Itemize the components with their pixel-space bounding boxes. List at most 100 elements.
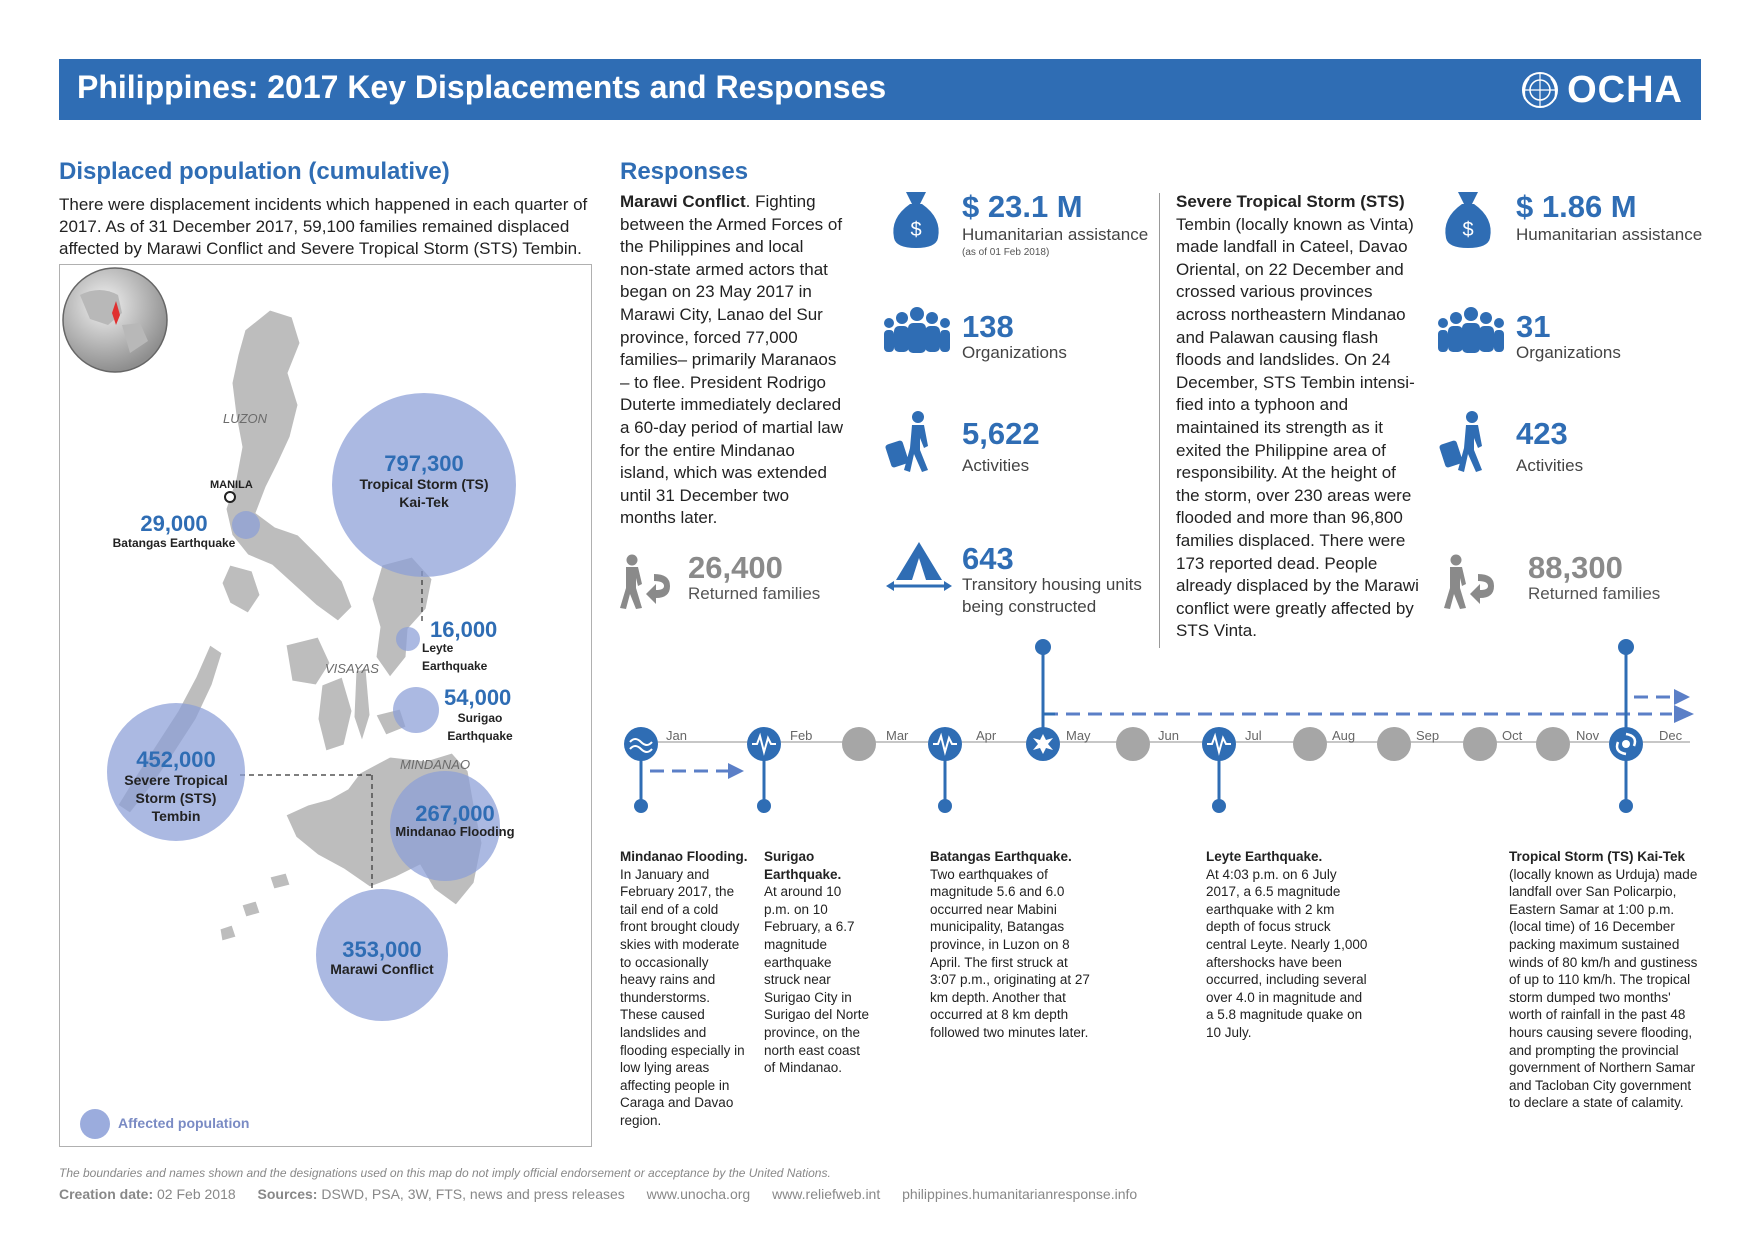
bubble-marawi [316, 889, 448, 1021]
event-line: government of Northern Samar [1509, 1060, 1696, 1076]
event-line: province, in Luzon on 8 [930, 936, 1070, 952]
tembin-line: responsibility. At the height of [1176, 463, 1396, 483]
event-title: Surigao [764, 849, 815, 864]
event-line: landslides and [620, 1024, 707, 1040]
event-line: packing maximum sustained [1509, 936, 1680, 952]
event-line: At 4:03 p.m. on 6 July [1206, 866, 1337, 882]
event-line: affecting people in [620, 1077, 730, 1093]
bubble-label-kai-tek: Tropical Storm (TS) Kai-Tek [359, 476, 489, 510]
philippines-map: LUZON VISAYAS MINDANAO MANILA 797,300 Tr… [59, 264, 592, 1147]
tembin-line: the storm, over 230 areas were [1176, 485, 1412, 505]
event-line: February, a 6.7 [764, 919, 855, 935]
activities-traveler-icon [885, 411, 928, 472]
bubble-value-marawi: 353,000 [342, 937, 422, 962]
tembin-organizations-label: Organizations [1516, 343, 1621, 362]
event-line: magnitude [764, 936, 828, 952]
event-title: Mindanao Flooding. [620, 849, 748, 864]
event-line: (locally known as Urduja) made [1509, 866, 1698, 882]
marawi-returned-label: Returned families [688, 584, 821, 603]
bubble-value-kai-tek: 797,300 [384, 451, 464, 476]
tembin-line: December, STS Tembin intensi- [1176, 372, 1415, 392]
displaced-intro: There were displacement incidents which … [59, 195, 588, 258]
month-may: May [1066, 728, 1091, 743]
tembin-line: floods and landslides. On 24 [1176, 350, 1391, 370]
marawi-line: for the entire Mindanao [620, 440, 795, 460]
event-line: p.m. on 10 [764, 901, 828, 917]
arrow-head-icon [1674, 705, 1694, 723]
event-line: of up to 110 km/h. The tropical [1509, 972, 1691, 988]
tembin-funding-value: $ 1.86 M [1516, 189, 1637, 224]
event-line: magnitude 5.6 and 6.0 [930, 884, 1065, 900]
tembin-title: Severe Tropical Storm (STS) [1176, 192, 1405, 211]
tembin-line: made landfall in Cateel, Davao [1176, 237, 1408, 257]
bubble-mindanao-flooding [390, 771, 500, 881]
event-line: Caraga and Davao [620, 1095, 734, 1111]
returned-families-icon [1444, 554, 1494, 609]
page-title: Philippines: 2017 Key Displacements and … [77, 69, 887, 105]
event-line: 2017, a 6.5 magnitude [1206, 884, 1341, 900]
event-line: winds of 80 km/h and gustiness [1509, 954, 1698, 970]
marawi-organizations-value: 138 [962, 309, 1014, 344]
region-label-visayas: VISAYAS [325, 661, 379, 676]
bubble-value-surigao: 54,000 [444, 685, 512, 710]
event-line: a 5.8 magnitude quake on [1206, 1007, 1363, 1023]
bubble-value-batangas: 29,000 [140, 511, 208, 536]
link-reliefweb[interactable]: www.reliefweb.int [772, 1186, 881, 1202]
event-surigao-earthquake: Surigao Earthquake. At around 10 p.m. on… [764, 848, 876, 1077]
marawi-housing-label-2: being constructed [962, 597, 1097, 616]
ocha-wordmark: OCHA [1567, 68, 1683, 111]
link-unocha[interactable]: www.unocha.org [646, 1186, 751, 1202]
event-line: landfall over San Policarpio, [1509, 884, 1677, 900]
marawi-line: the Philippines and local [620, 237, 804, 257]
event-line: storm dumped two months' [1509, 989, 1671, 1005]
event-title: Earthquake. [764, 866, 842, 882]
event-line: Two earthquakes of [930, 866, 1048, 882]
marawi-returned-value: 26,400 [688, 550, 783, 585]
month-jun: Jun [1158, 728, 1179, 743]
event-line: km depth. Another that [930, 989, 1066, 1005]
event-line: occurred near Mabini [930, 901, 1057, 917]
displaced-heading: Displaced population (cumulative) [59, 158, 450, 185]
event-line: (local time) of 16 December [1509, 919, 1675, 935]
tembin-line: 173 reported dead. People [1176, 553, 1378, 573]
event-line: Surigao City in [764, 989, 852, 1005]
responses-divider [1159, 193, 1160, 648]
sources-label: Sources: [257, 1186, 318, 1202]
bubble-label-leyte: Leyte Earthquake [422, 641, 488, 673]
bubble-kai-tek [332, 393, 516, 577]
marawi-line: between the Armed Forces of [620, 214, 843, 234]
month-nov: Nov [1576, 728, 1600, 743]
event-line: over 4.0 in magnitude and [1206, 989, 1363, 1005]
disclaimer: The boundaries and names shown and the d… [59, 1166, 831, 1180]
event-line: municipality, Batangas [930, 919, 1065, 935]
capital-star-icon [224, 491, 236, 503]
event-line: struck near [764, 972, 831, 988]
event-line: In January and [620, 866, 710, 882]
event-title: Tropical Storm (TS) Kai-Tek [1509, 849, 1686, 864]
tembin-funding-label: Humanitarian assistance [1516, 225, 1703, 244]
bubble-value-leyte: 16,000 [430, 617, 498, 642]
un-emblem-icon [1522, 72, 1559, 108]
bubble-label-mindanao-flooding: Mindanao Flooding [395, 824, 515, 839]
event-line: of Mindanao. [764, 1060, 843, 1076]
region-label-mindanao: MINDANAO [400, 757, 471, 772]
tembin-line: STS Vinta. [1176, 621, 1257, 641]
tembin-returned-label: Returned families [1528, 584, 1661, 603]
month-apr: Apr [976, 728, 997, 743]
header-banner: Philippines: 2017 Key Displacements and … [59, 59, 1701, 120]
event-line: 3:07 p.m., originating at 27 [930, 972, 1090, 988]
month-oct: Oct [1502, 728, 1523, 743]
marawi-funding-label: Humanitarian assistance [962, 225, 1149, 244]
activities-traveler-icon [1439, 411, 1482, 472]
tembin-line: fied into a typhoon and [1176, 395, 1349, 415]
earthquake-icon [933, 732, 957, 756]
event-line: province, on the [764, 1024, 861, 1040]
marawi-organizations-label: Organizations [962, 343, 1067, 362]
marawi-line: – to flee. President Rodrigo [620, 372, 827, 392]
event-line: earthquake [764, 954, 832, 970]
event-batangas-earthquake: Batangas Earthquake. Two earthquakes of … [930, 848, 1100, 1042]
footer: Creation date: 02 Feb 2018 Sources: DSWD… [59, 1186, 1155, 1202]
tembin-description: Severe Tropical Storm (STS) Tembin (loca… [1176, 191, 1426, 643]
sources-value: DSWD, PSA, 3W, FTS, news and press relea… [321, 1186, 625, 1202]
link-humanitarianresponse[interactable]: philippines.humanitarianresponse.info [902, 1186, 1138, 1202]
